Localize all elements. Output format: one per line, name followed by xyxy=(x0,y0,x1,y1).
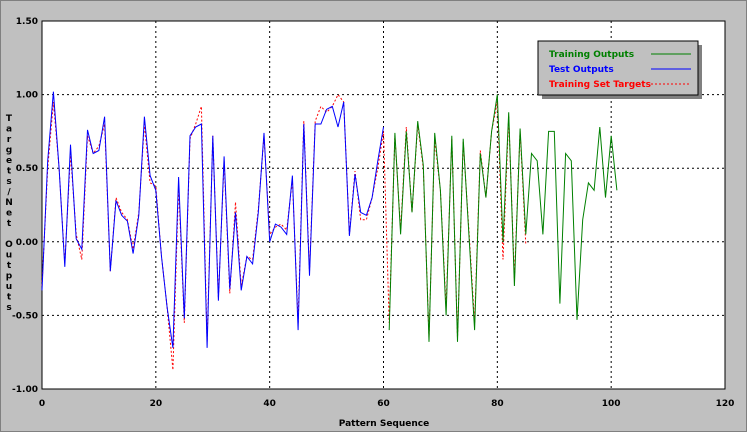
x-tick-label: 0 xyxy=(39,399,45,409)
series-line-training-outputs xyxy=(388,94,618,342)
y-tick-label: 1.00 xyxy=(16,91,38,101)
y-tick-label: -0.50 xyxy=(12,311,38,321)
legend-label: Training Set Targets xyxy=(549,80,651,90)
legend-label: Training Outputs xyxy=(549,50,634,60)
y-tick-label: 0.00 xyxy=(16,238,38,248)
y-axis-ticks: -1.00 -0.50 0.00 0.50 1.00 1.50 xyxy=(12,17,38,395)
x-tick-label: 120 xyxy=(716,399,735,409)
series-line-training-set-targets xyxy=(41,93,527,370)
y-tick-label: 0.50 xyxy=(16,164,38,174)
legend-label: Test Outputs xyxy=(549,65,614,75)
series-lines xyxy=(41,91,618,370)
x-axis-ticks: 0 20 40 60 80 100 120 xyxy=(39,399,735,409)
legend: Training Outputs Test Outputs Training Set… xyxy=(537,40,702,99)
x-tick-label: 100 xyxy=(602,399,621,409)
y-tick-label: -1.00 xyxy=(12,385,38,395)
series-line-test-outputs xyxy=(41,91,384,348)
x-tick-label: 20 xyxy=(150,399,163,409)
y-tick-label: 1.50 xyxy=(16,17,38,27)
grid-lines xyxy=(42,21,725,389)
legend-box xyxy=(537,40,699,96)
x-tick-label: 40 xyxy=(263,399,276,409)
x-axis-title: Pattern Sequence xyxy=(339,419,430,429)
x-tick-label: 80 xyxy=(491,399,504,409)
x-tick-label: 60 xyxy=(377,399,390,409)
